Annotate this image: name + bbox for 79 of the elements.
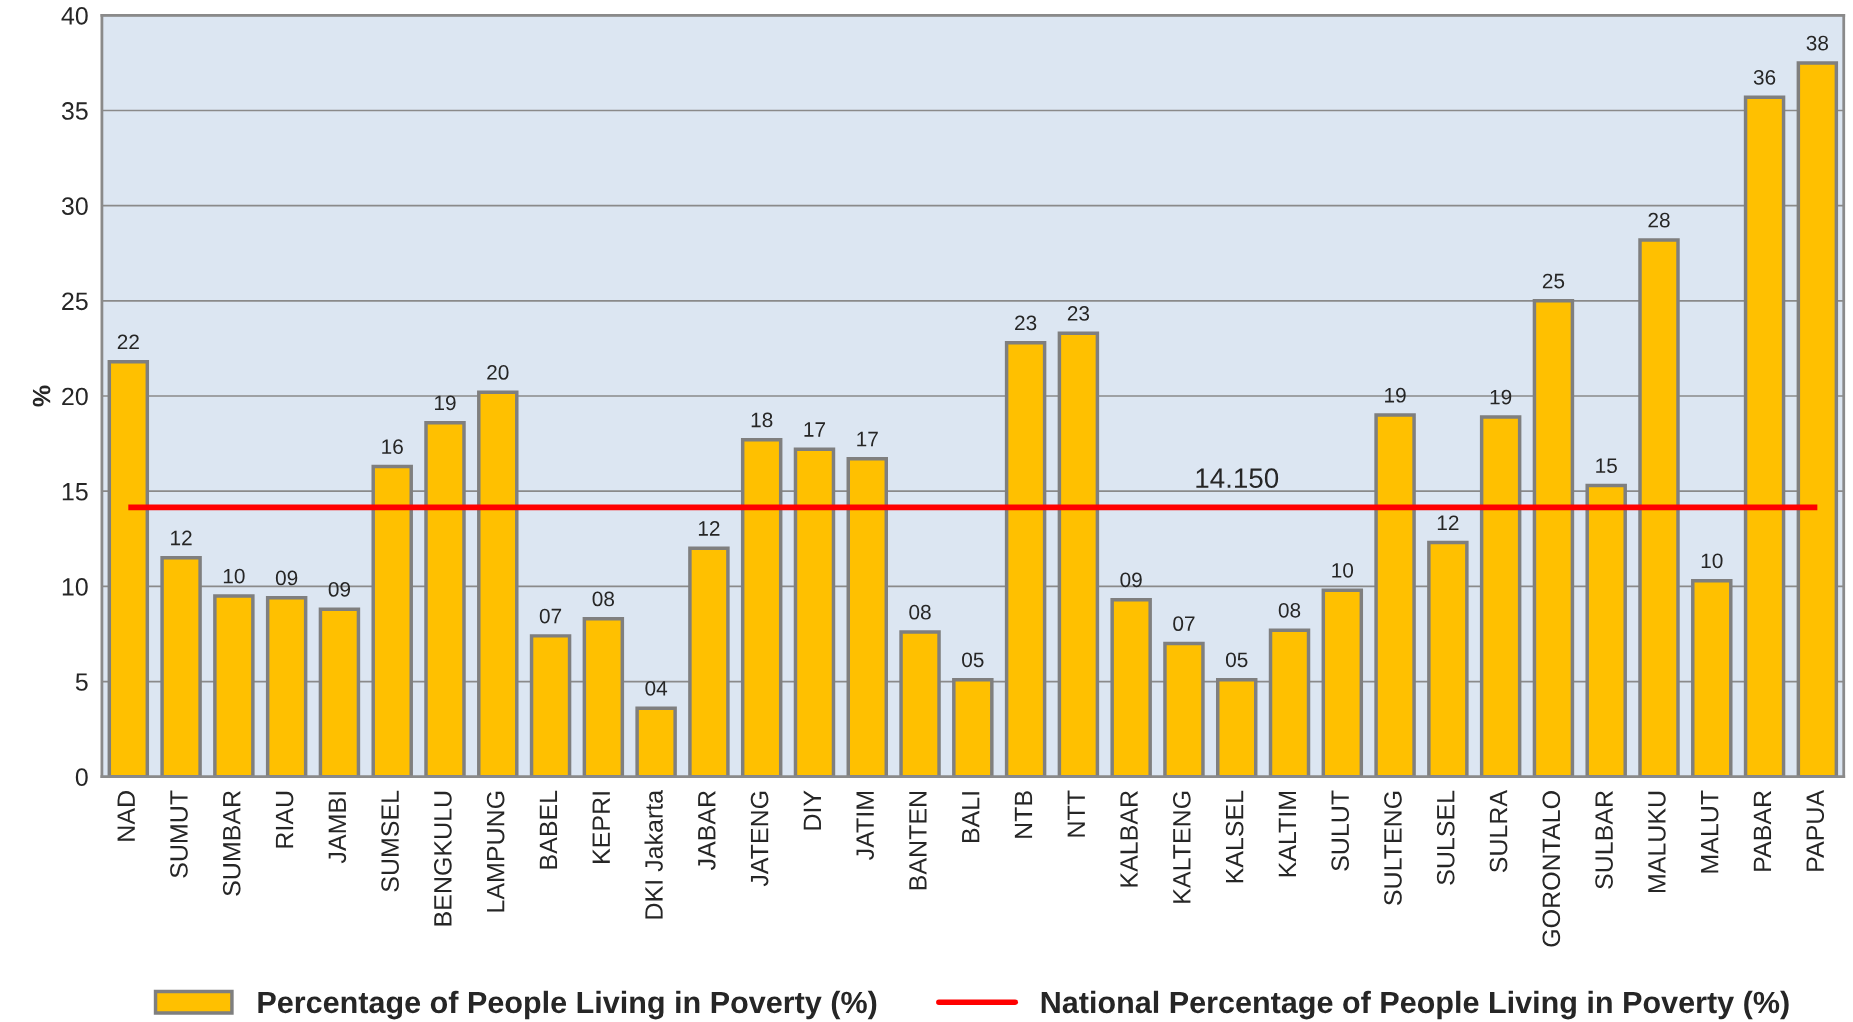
x-tick-label: BENGKULU: [434, 791, 452, 926]
x-tick-label: SUMUT: [170, 790, 188, 878]
data-label: 08: [909, 604, 931, 620]
data-label: 12: [1437, 515, 1459, 530]
x-tick-label: DKI Jakarta: [644, 789, 663, 919]
data-label: 15: [1596, 458, 1617, 474]
x-tick-label: KALTENG: [1172, 791, 1191, 903]
data-label: 22: [117, 334, 139, 350]
data-label: 18: [751, 412, 773, 428]
data-label: 09: [275, 570, 298, 586]
data-label: 10: [1701, 553, 1723, 569]
y-tick-label: 15: [62, 483, 88, 501]
x-tick-label: KEPRI: [592, 792, 610, 863]
x-tick-label: DIY: [803, 790, 821, 830]
x-tick-label: NTT: [1067, 790, 1085, 837]
legend-label: Percentage of People Living in Poverty (%): [258, 990, 877, 1020]
y-tick-label: 25: [62, 292, 88, 311]
x-tick-label: BABEL: [539, 790, 558, 869]
x-tick-label: BANTEN: [909, 791, 927, 890]
x-tick-label: GORONTALO: [1542, 791, 1561, 947]
x-tick-label: BALI: [962, 792, 980, 843]
x-tick-label: NTB: [1014, 791, 1033, 838]
data-label: 05: [1225, 652, 1248, 668]
x-tick-label: SUMBAR: [222, 791, 241, 896]
data-label: 08: [1278, 602, 1301, 618]
x-tick-label: KALBAR: [1120, 791, 1138, 887]
x-tick-label: SULRA: [1489, 789, 1508, 873]
data-label: 25: [1542, 273, 1565, 289]
data-label: 17: [857, 431, 878, 447]
y-tick-label: 30: [61, 197, 88, 215]
x-tick-label: SUMSEL: [381, 790, 399, 892]
x-tick-label: JATENG: [750, 791, 769, 887]
x-tick-label: SULBAR: [1595, 791, 1613, 889]
data-label: 23: [1067, 306, 1090, 321]
y-tick-label: 35: [61, 102, 88, 120]
data-label: 12: [698, 521, 720, 536]
data-label: 28: [1648, 212, 1670, 228]
x-tick-label: NAD: [117, 791, 135, 841]
data-label: 04: [645, 680, 668, 696]
data-label: 38: [1806, 35, 1829, 51]
data-label: 08: [592, 591, 615, 607]
data-label: 20: [487, 365, 509, 380]
x-tick-label: LAMPUNG: [486, 791, 505, 912]
x-tick-label: PAPUA: [1806, 789, 1825, 871]
x-tick-label: SULTENG: [1384, 791, 1402, 906]
x-tick-label: RIAU: [275, 791, 294, 848]
x-tick-label: MALUT: [1701, 790, 1719, 873]
annotation: 14.150: [1196, 468, 1279, 488]
data-label: 36: [1753, 69, 1776, 85]
y-tick-label: 20: [62, 387, 88, 406]
data-label: 05: [962, 652, 984, 668]
x-tick-label: SULSEL: [1436, 790, 1455, 885]
data-label: 09: [328, 582, 351, 597]
data-label: 07: [539, 608, 562, 624]
x-tick-label: JAMBI: [328, 792, 347, 864]
x-tick-label: PABAR: [1753, 791, 1772, 871]
y-tick-label: 10: [62, 577, 88, 596]
x-tick-label: KALTIM: [1278, 791, 1296, 877]
data-label: 12: [171, 530, 192, 546]
y-tick-label: 5: [75, 673, 88, 691]
x-tick-label: JATIM: [856, 791, 874, 860]
data-label: 16: [382, 439, 403, 454]
y-axis-title: %: [32, 385, 51, 407]
x-tick-label: SULUT: [1331, 790, 1350, 871]
y-tick-label: 40: [61, 6, 88, 25]
data-label: 07: [1173, 616, 1195, 632]
data-label: 17: [804, 422, 826, 437]
data-label: 09: [1120, 572, 1142, 588]
data-label: 10: [1332, 562, 1354, 578]
data-label: 10: [223, 568, 245, 584]
legend-label: National Percentage of People Living in Poverty (%): [1041, 990, 1789, 1020]
data-label: 23: [1015, 315, 1037, 331]
data-label: 19: [435, 395, 456, 411]
x-tick-label: MALUKU: [1648, 791, 1666, 893]
data-label: 19: [1490, 389, 1512, 405]
data-label: 19: [1385, 387, 1406, 403]
y-tick-label: 0: [75, 768, 88, 787]
x-tick-label: KALSEL: [1225, 790, 1244, 883]
x-tick-label: JABAR: [698, 791, 716, 871]
